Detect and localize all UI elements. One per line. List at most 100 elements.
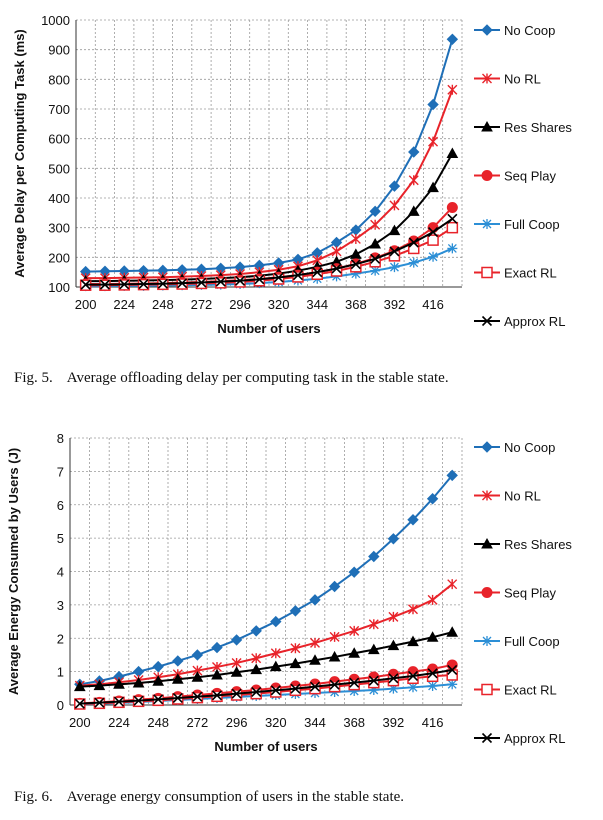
chart1-point-full-coop xyxy=(389,262,400,273)
chart2-legend-marker xyxy=(482,636,492,646)
chart1-legend-label: Full Coop xyxy=(504,217,560,232)
chart1-point-approx-rl xyxy=(408,237,419,248)
chart1-x-tick-label: 200 xyxy=(75,297,97,312)
chart2-point-no-rl xyxy=(368,619,379,630)
chart1-legend-label: Approx RL xyxy=(504,314,565,329)
chart1-point-approx-rl xyxy=(138,278,149,290)
chart1-point-approx-rl xyxy=(215,276,226,287)
chart2-legend-marker xyxy=(481,683,493,696)
chart1-legend-label: Res Shares xyxy=(504,120,572,135)
chart2-legend-marker xyxy=(481,537,493,549)
chart2-point-exact-rl xyxy=(270,686,282,698)
chart2-point-exact-rl xyxy=(348,678,360,691)
chart2-point-no-coop xyxy=(230,634,243,646)
chart1-point-approx-rl xyxy=(350,259,361,270)
chart2-legend-label: No Coop xyxy=(504,440,555,455)
chart1-series-approx-rl xyxy=(80,213,458,290)
chart2-point-res-shares xyxy=(171,673,184,684)
chart1-point-approx-rl xyxy=(273,272,284,283)
chart2-point-approx-rl xyxy=(94,697,105,708)
chart2-point-approx-rl xyxy=(427,668,438,679)
figure-6-caption: Fig. 6. Average energy consumption of use… xyxy=(14,789,594,806)
chart1-y-tick-label: 200 xyxy=(48,250,70,265)
chart2-legend-marker xyxy=(481,587,493,598)
chart1-point-no-rl xyxy=(370,219,381,230)
chart2-point-no-rl xyxy=(408,604,418,615)
chart2-point-full-coop xyxy=(368,684,379,695)
chart1-legend-approx-rl: Approx RL xyxy=(474,314,565,329)
chart2-point-full-coop xyxy=(349,685,360,696)
chart2-point-res-shares xyxy=(289,657,302,669)
chart2-legend-no-coop: No Coop xyxy=(474,440,555,455)
chart1-point-approx-rl xyxy=(427,227,439,238)
chart1-point-approx-rl xyxy=(389,246,400,257)
chart1-legend-exact-rl: Exact RL xyxy=(474,266,557,281)
chart1-y-tick-label: 100 xyxy=(48,280,70,295)
delay-chart: 100 200 300 400 500 600 700 800 900 1000 200 224 248… xyxy=(12,13,572,336)
chart2-y-tick-label: 0 xyxy=(57,698,64,713)
chart2-point-full-coop xyxy=(427,680,438,691)
chart1-y-tick-label: 1000 xyxy=(41,13,70,28)
chart2-point-no-rl xyxy=(310,637,320,648)
chart1-point-exact-rl xyxy=(311,268,323,280)
chart2-y-tick-label: 4 xyxy=(57,565,64,580)
chart1-point-approx-rl xyxy=(447,213,458,224)
chart1-legend-marker xyxy=(481,170,493,181)
chart2-point-approx-rl xyxy=(368,675,379,686)
chart2-point-res-shares xyxy=(309,654,321,665)
chart2-point-no-coop xyxy=(250,625,262,637)
chart1-point-no-rl xyxy=(447,84,458,95)
chart2-point-approx-rl xyxy=(74,698,85,709)
chart2-legend-marker xyxy=(481,732,493,744)
figure-5-caption: Fig. 5. Average offloading delay per comp… xyxy=(14,370,594,387)
chart1-legend-seq-play: Seq Play xyxy=(474,169,557,184)
chart2-y-tick-label: 2 xyxy=(57,631,64,646)
chart1-point-full-coop xyxy=(350,268,361,279)
chart2-legend-marker xyxy=(481,441,493,453)
chart2-x-tick-label: 272 xyxy=(187,715,209,730)
chart1-legend-marker xyxy=(482,219,492,229)
chart2-line-no-rl xyxy=(79,583,453,687)
chart1-x-tick-label: 248 xyxy=(152,297,174,312)
chart1-legend-marker xyxy=(482,73,492,84)
chart2-point-no-coop xyxy=(172,655,184,667)
chart2-point-no-coop xyxy=(270,615,282,628)
chart1-legend-marker xyxy=(481,315,493,327)
chart2-legend-exact-rl: Exact RL xyxy=(474,683,557,698)
chart2-point-res-shares xyxy=(446,626,459,637)
chart2-point-no-rl xyxy=(349,625,360,636)
chart2-point-res-shares xyxy=(348,647,361,658)
chart1-point-approx-rl xyxy=(312,267,323,278)
chart1-series-no-coop xyxy=(79,33,459,278)
chart1-x-tick-label: 416 xyxy=(422,297,444,312)
chart2-point-res-shares xyxy=(113,678,125,689)
chart2-point-exact-rl xyxy=(230,689,243,701)
chart1-legend-label: Exact RL xyxy=(504,266,557,281)
chart2-point-no-rl xyxy=(251,653,262,664)
chart1-point-approx-rl xyxy=(234,275,246,286)
chart1-x-tick-label: 272 xyxy=(191,297,213,312)
chart1-legend-label: No Coop xyxy=(504,23,555,38)
chart2-point-no-coop xyxy=(348,566,360,578)
chart2-point-exact-rl xyxy=(309,682,321,695)
chart2-point-res-shares xyxy=(407,635,419,647)
chart1-axes: 100 200 300 400 500 600 700 800 900 1000 200 224 248… xyxy=(41,13,462,312)
chart2-y-tick-label: 8 xyxy=(57,431,64,446)
chart2-legend-label: No RL xyxy=(504,489,541,504)
chart2-series-approx-rl xyxy=(74,664,458,709)
chart2-point-approx-rl xyxy=(407,670,419,682)
chart1-point-seq-play xyxy=(446,201,458,213)
chart1-point-approx-rl xyxy=(80,279,91,290)
chart1-point-no-rl xyxy=(408,175,419,186)
chart2-legend-marker xyxy=(482,490,492,501)
chart2-y-axis-title: Average Energy Consumed by Users (J) xyxy=(6,448,21,695)
chart1-point-no-coop xyxy=(427,98,439,111)
energy-chart-figure: 0 1 2 3 4 5 6 7 8 200 224 248 272 296 320 344 368 392 416 N… xyxy=(0,418,603,788)
chart2-point-res-shares xyxy=(328,650,341,662)
chart2-legend-label: Full Coop xyxy=(504,634,560,649)
chart2-point-approx-rl xyxy=(192,691,203,702)
chart1-point-res-shares xyxy=(388,224,401,236)
chart2-point-res-shares xyxy=(426,631,439,642)
chart2-point-res-shares xyxy=(250,663,263,675)
chart1-point-exact-rl xyxy=(272,273,285,285)
